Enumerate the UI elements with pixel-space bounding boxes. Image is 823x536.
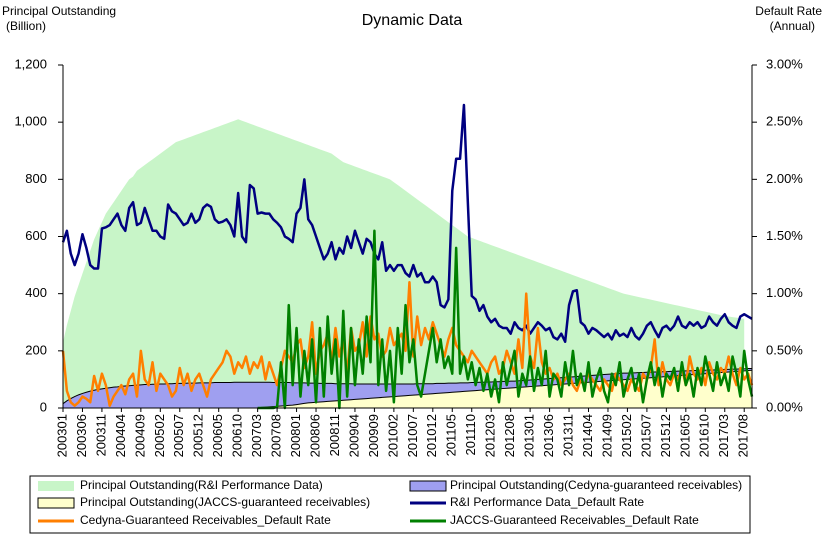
x-tick-label: 201708 — [736, 414, 751, 457]
x-tick-label: 201507 — [638, 414, 653, 457]
x-tick-label: 201301 — [522, 414, 537, 457]
x-tick-label: 201512 — [658, 414, 673, 457]
line — [61, 103, 753, 343]
x-tick-label: 200502 — [152, 414, 167, 457]
y-tick-label: 800 — [25, 171, 47, 186]
x-tick-label: 201502 — [619, 414, 634, 457]
line — [257, 229, 754, 410]
y2-axis-title: Default Rate — [755, 4, 822, 18]
x-tick-label: 201306 — [541, 414, 556, 457]
legend-label: Principal Outstanding(Cedyna-guaranteed … — [450, 478, 742, 492]
x-tick-label: 200306 — [74, 414, 89, 457]
x-tick-label: 200708 — [269, 414, 284, 457]
legend-swatch — [409, 480, 447, 492]
y-tick-label: 200 — [25, 342, 47, 357]
plot-area — [61, 103, 754, 410]
legend-box — [29, 475, 751, 534]
y2-tick-label: 0.00% — [766, 399, 803, 414]
y2-tick-label: 0.50% — [766, 342, 803, 357]
y2-axis-title: (Annual) — [770, 19, 815, 33]
x-tick-label: 200801 — [288, 414, 303, 457]
x-tick-label: 200811 — [327, 414, 342, 456]
y2-tick-label: 3.00% — [766, 56, 803, 71]
y2-tick-label: 2.50% — [766, 114, 803, 129]
legend-label: Principal Outstanding(JACCS-guaranteed r… — [80, 495, 370, 509]
y-tick-label: 1,200 — [14, 56, 47, 71]
x-tick-label: 200301 — [54, 414, 69, 457]
y-axis-title: Principal Outstanding — [2, 4, 116, 18]
x-tick-label: 201002 — [385, 414, 400, 457]
legend-label: Principal Outstanding(R&I Performance Da… — [80, 478, 323, 492]
x-tick-label: 201208 — [502, 414, 517, 457]
x-tick-label: 200605 — [210, 414, 225, 457]
legend-swatch — [38, 481, 74, 491]
x-tick-label: 200909 — [366, 414, 381, 457]
x-tick-label: 201404 — [580, 414, 595, 457]
chart-title: Dynamic Data — [362, 12, 463, 29]
x-tick-label: 201110 — [463, 414, 478, 455]
x-tick-label: 201409 — [599, 414, 614, 457]
legend-label: JACCS-Guaranteed Receivables_Default Rat… — [450, 513, 699, 527]
x-tick-label: 201605 — [677, 414, 692, 457]
y-tick-label: 400 — [25, 285, 47, 300]
legend-label: Cedyna-Guaranteed Receivables_Default Ra… — [80, 513, 331, 527]
x-tick-label: 200507 — [171, 414, 186, 457]
x-tick-label: 201311 — [560, 414, 575, 456]
x-tick-label: 200512 — [191, 414, 206, 457]
y-tick-label: 1,000 — [14, 114, 47, 129]
x-tick-label: 200703 — [249, 414, 264, 457]
x-tick-label: 200806 — [307, 414, 322, 457]
legend-swatch — [37, 497, 75, 509]
y2-tick-label: 2.00% — [766, 171, 803, 186]
y-tick-label: 600 — [25, 228, 47, 243]
x-tick-label: 201203 — [483, 414, 498, 457]
x-tick-label: 201703 — [716, 414, 731, 457]
legend-label: R&I Performance Data_Default Rate — [450, 495, 644, 509]
y-tick-label: 0 — [40, 399, 47, 414]
x-tick-label: 201012 — [424, 414, 439, 457]
x-tick-label: 200610 — [230, 414, 245, 457]
x-tick-label: 200311 — [93, 414, 108, 456]
x-tick-label: 201610 — [697, 414, 712, 457]
area — [63, 119, 745, 408]
y-axis-title: (Billion) — [6, 19, 46, 33]
x-tick-label: 200904 — [346, 414, 361, 457]
x-tick-label: 201105 — [444, 414, 459, 456]
y2-tick-label: 1.00% — [766, 285, 803, 300]
x-tick-label: 200404 — [113, 414, 128, 457]
x-tick-label: 200409 — [132, 414, 147, 457]
y2-tick-label: 1.50% — [766, 228, 803, 243]
x-tick-label: 201007 — [405, 414, 420, 457]
